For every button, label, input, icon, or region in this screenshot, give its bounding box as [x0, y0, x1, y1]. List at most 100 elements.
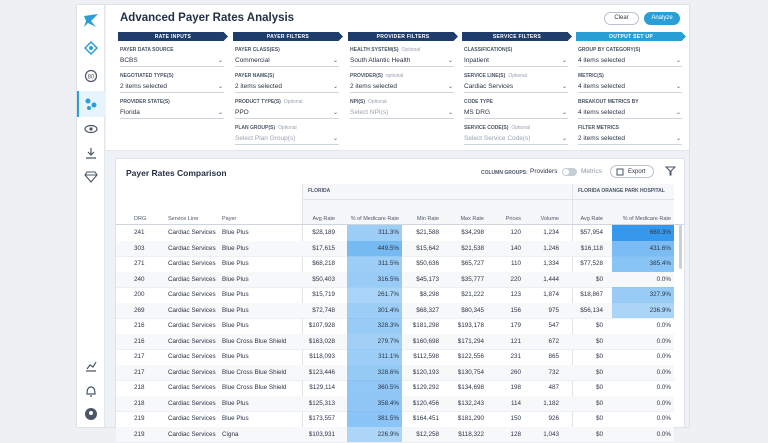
table-cell: $28,189	[312, 229, 335, 236]
dropdown-caret: ⌄	[676, 110, 682, 116]
dropdown[interactable]	[578, 108, 682, 119]
dropdown[interactable]	[578, 56, 682, 67]
dropdown[interactable]	[578, 134, 682, 145]
dropdown[interactable]	[120, 108, 224, 119]
nav-icon[interactable]	[84, 122, 98, 136]
table-cell: $181,290	[457, 415, 484, 422]
export-icon	[616, 168, 624, 176]
filter-header: SERVICE FILTERS	[462, 32, 572, 41]
dropdown[interactable]	[350, 56, 454, 67]
filter-header-label: RATE INPUTS	[154, 33, 192, 40]
table-cell: 732	[548, 368, 559, 376]
column-header: DRG	[134, 215, 147, 222]
dropdown[interactable]	[235, 134, 339, 145]
nav-icon[interactable]	[84, 41, 98, 55]
analyze-button[interactable]: Analyze	[644, 12, 680, 25]
heat-cell: 328.6%	[347, 364, 402, 380]
dropdown[interactable]	[350, 82, 454, 93]
table-cell: 219	[134, 430, 145, 438]
dropdown[interactable]	[235, 108, 339, 119]
dropdown[interactable]	[464, 56, 568, 67]
field-label: PAYER CLASS(ES)	[235, 47, 280, 53]
table-cell: $132,243	[457, 399, 484, 407]
field-label: HEALTH SYSTEM(S) Optional	[350, 47, 421, 53]
heat-cell: 301.4%	[347, 302, 402, 318]
table-cell: $181,298	[412, 322, 439, 329]
table-cell: 200	[134, 291, 145, 298]
scrollbar[interactable]	[679, 225, 682, 269]
dropdown[interactable]	[578, 82, 682, 93]
avatar[interactable]	[84, 407, 98, 421]
nav-icon[interactable]: 80	[84, 69, 98, 83]
table-cell: $45,173	[416, 275, 439, 283]
table-cell: $72,748	[312, 306, 335, 314]
table-cell: 260	[510, 368, 521, 376]
column-header: Max Rate	[460, 215, 484, 222]
dropdown-value: 4 items selected	[578, 57, 625, 64]
group-header-line	[302, 199, 674, 200]
dropdown-value: PPO	[235, 109, 249, 116]
table-cell: $0	[595, 430, 603, 438]
toggle-switch[interactable]	[562, 168, 577, 176]
dropdown-value: BCBS	[120, 57, 138, 64]
nav-icon[interactable]	[84, 384, 98, 398]
table-cell: 220	[510, 275, 521, 283]
table-cell: Blue Plus	[222, 415, 249, 422]
table-cell: Blue Plus	[222, 353, 249, 360]
table-cell: 303	[134, 244, 145, 252]
nav-icon[interactable]	[84, 146, 98, 160]
table-cell: $68,218	[312, 260, 335, 267]
dropdown-caret: ⌄	[562, 58, 568, 64]
toggle-option[interactable]: Providers	[530, 168, 558, 175]
heat-cell: 0.0%	[656, 384, 671, 391]
dropdown-caret: ⌄	[562, 84, 568, 90]
field-label: PROVIDER STATE(S)	[120, 99, 170, 105]
dropdown-value: 2 items selected	[578, 135, 625, 142]
table-cell: Cardiac Services	[168, 384, 216, 391]
column-groups-label: COLUMN GROUPS:	[481, 170, 528, 176]
table-cell: 241	[134, 229, 145, 236]
dropdown[interactable]	[120, 82, 224, 93]
export-button[interactable]: Export	[610, 165, 654, 178]
table-cell: 672	[548, 337, 559, 345]
nav-icon[interactable]	[84, 170, 98, 184]
column-header: Volume	[540, 215, 559, 222]
filter-header-label: PAYER FILTERS	[266, 33, 310, 40]
optional-tag: Optional	[401, 47, 421, 53]
dropdown[interactable]	[350, 108, 454, 119]
dropdown[interactable]	[235, 56, 339, 67]
table-cell: Cardiac Services	[168, 229, 216, 236]
table-cell: $118,093	[309, 353, 335, 360]
table-cell: 110	[510, 260, 521, 267]
table-cell: $21,588	[416, 229, 439, 236]
table-cell: $15,642	[416, 244, 439, 252]
nav-active[interactable]	[77, 91, 105, 117]
field-label: SERVICE LINE(S) Optional	[464, 73, 527, 79]
table-cell: 269	[134, 306, 145, 314]
dropdown[interactable]	[464, 82, 568, 93]
table-cell: 1,234	[543, 229, 559, 236]
dropdown[interactable]	[464, 108, 568, 119]
heat-cell: 327.9%	[612, 287, 674, 303]
column-header: Payer	[222, 215, 237, 222]
toggle-option[interactable]: Metrics	[581, 168, 602, 175]
table-cell: Cardiac Services	[168, 337, 216, 345]
header-line	[116, 224, 684, 225]
heat-cell: 358.4%	[347, 395, 402, 411]
dropdown[interactable]	[120, 56, 224, 67]
filter-icon[interactable]	[665, 166, 676, 176]
table-cell: 179	[510, 322, 521, 329]
nav-icon[interactable]	[84, 359, 98, 373]
heat-cell: 660.3%	[612, 225, 674, 241]
filter-header: PAYER FILTERS	[233, 32, 343, 41]
dropdown[interactable]	[235, 82, 339, 93]
table-cell: Cigna	[222, 430, 239, 438]
dropdown[interactable]	[464, 134, 568, 145]
table-cell: 1,874	[543, 291, 559, 298]
table-cell: 120	[510, 229, 521, 236]
nav-icon[interactable]	[84, 97, 98, 111]
dropdown-caret: ⌄	[218, 58, 224, 64]
table-cell: Blue Plus	[222, 244, 249, 252]
clear-button[interactable]: Clear	[604, 12, 639, 25]
column-header: % of Medicare Rate	[350, 215, 399, 222]
